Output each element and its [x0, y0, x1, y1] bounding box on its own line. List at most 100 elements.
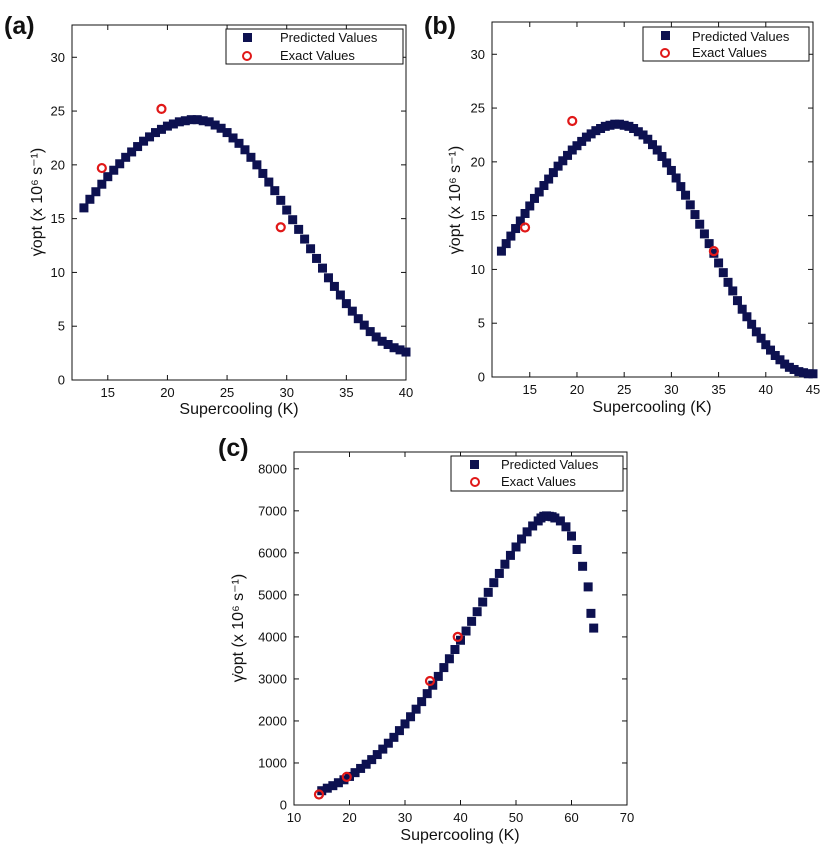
chart-marks-a	[79, 103, 411, 357]
predicted-point-b-25	[614, 119, 624, 129]
predicted-point-c-46	[555, 516, 565, 526]
predicted-point-a-16	[174, 117, 184, 127]
predicted-point-a-32	[270, 186, 280, 196]
x-tick-label-a-5: 40	[399, 385, 413, 400]
x-tick-label-c-4: 50	[509, 810, 523, 825]
predicted-point-c-38	[528, 521, 538, 531]
predicted-point-a-5	[109, 165, 119, 175]
predicted-point-c-30	[483, 587, 493, 597]
predicted-point-a-46	[353, 314, 363, 324]
predicted-point-c-53	[589, 623, 599, 633]
legend-circle-icon-b	[660, 48, 670, 58]
legend-label-predicted-a: Predicted Values	[280, 30, 378, 45]
exact-point-a-2	[275, 222, 286, 233]
x-tick-label-b-4: 35	[711, 382, 725, 397]
legend-c: Predicted Values Exact Values	[450, 455, 624, 492]
predicted-point-b-12	[553, 161, 563, 171]
predicted-point-b-58	[770, 350, 780, 360]
predicted-point-c-12	[383, 738, 393, 748]
predicted-point-b-17	[577, 136, 587, 146]
predicted-point-b-39	[681, 190, 691, 200]
legend-circle-icon-a	[242, 51, 252, 61]
x-tick-label-a-4: 35	[339, 385, 353, 400]
exact-point-c-0	[313, 789, 325, 800]
legend-square-icon-c	[470, 460, 479, 469]
legend-circle-icon-c	[470, 477, 480, 487]
y-tick-label-b-6: 30	[471, 47, 485, 62]
predicted-point-c-22	[439, 663, 449, 673]
predicted-point-c-7	[356, 763, 366, 773]
predicted-point-b-1	[501, 239, 511, 249]
predicted-point-a-40	[318, 263, 327, 273]
predicted-point-a-6	[115, 159, 125, 169]
predicted-point-c-21	[433, 671, 443, 681]
predicted-point-b-54	[751, 327, 761, 337]
x-axis-title-a: Supercooling (K)	[179, 401, 298, 418]
predicted-point-b-2	[506, 231, 516, 241]
predicted-point-b-66	[808, 369, 818, 379]
predicted-point-a-52	[389, 343, 399, 353]
predicted-point-b-36	[666, 165, 676, 175]
predicted-point-a-22	[210, 120, 220, 130]
predicted-point-b-8	[534, 187, 544, 197]
x-tick-label-c-6: 70	[620, 810, 634, 825]
predicted-point-a-25	[228, 133, 238, 143]
predicted-point-b-53	[747, 319, 757, 329]
predicted-point-b-35	[662, 158, 672, 168]
predicted-point-c-28	[472, 607, 482, 617]
exact-point-c-2	[424, 675, 436, 687]
predicted-point-b-60	[780, 359, 790, 369]
predicted-point-a-17	[180, 116, 190, 126]
predicted-point-a-53	[395, 345, 405, 355]
x-tick-label-b-3: 30	[664, 382, 678, 397]
x-tick-label-c-0: 10	[287, 810, 301, 825]
chart-marks-c	[313, 511, 599, 800]
predicted-point-c-15	[400, 719, 410, 729]
predicted-point-b-42	[695, 219, 705, 229]
chart-panel-c: (c) 10 20 30 40 50 60 70 0 1000 2000 3000 4000 5000 6…	[218, 434, 634, 844]
predicted-point-a-33	[276, 195, 286, 205]
exact-point-c-3	[452, 631, 463, 643]
predicted-point-a-50	[377, 336, 387, 346]
legend-square-icon-b	[661, 31, 670, 40]
legend-label-predicted-b: Predicted Values	[692, 29, 790, 44]
exact-point-b-2	[708, 246, 719, 257]
predicted-point-a-12	[151, 128, 160, 138]
predicted-point-b-49	[728, 286, 738, 296]
y-tick-label-a-4: 20	[51, 157, 65, 172]
y-axis-title-b: γ̇opt (x 10⁶ s⁻¹)	[447, 146, 464, 254]
exact-point-a-1	[156, 103, 167, 115]
predicted-point-c-1	[322, 783, 332, 793]
predicted-point-c-47	[561, 522, 571, 532]
predicted-point-c-31	[489, 578, 499, 588]
x-tick-label-c-5: 60	[564, 810, 578, 825]
y-tick-label-c-4: 4000	[258, 629, 287, 644]
predicted-point-a-19	[192, 115, 202, 125]
predicted-point-c-14	[394, 726, 404, 736]
predicted-point-c-52	[586, 608, 596, 618]
predicted-point-b-38	[676, 182, 686, 192]
predicted-point-a-27	[240, 145, 250, 155]
predicted-point-a-42	[329, 281, 339, 291]
predicted-point-a-38	[306, 244, 316, 254]
legend-label-exact-a: Exact Values	[280, 48, 355, 63]
exact-point-a-0	[96, 162, 107, 174]
predicted-point-a-45	[347, 306, 357, 316]
x-tick-label-a-3: 30	[279, 385, 293, 400]
x-axis-title-b: Supercooling (K)	[592, 399, 711, 416]
predicted-point-b-33	[652, 145, 662, 155]
legend-label-exact-c: Exact Values	[501, 474, 576, 489]
exact-point-b-1	[567, 115, 578, 127]
x-tick-label-a-2: 25	[220, 385, 234, 400]
predicted-point-c-51	[583, 582, 593, 592]
predicted-point-a-47	[359, 320, 369, 330]
x-tick-label-b-1: 20	[570, 382, 584, 397]
predicted-point-c-19	[422, 689, 432, 699]
predicted-point-a-11	[145, 132, 155, 142]
predicted-point-c-45	[550, 513, 560, 523]
x-tick-label-b-0: 15	[523, 382, 537, 397]
predicted-point-b-10	[544, 174, 554, 184]
predicted-point-a-30	[258, 168, 268, 178]
predicted-point-a-13	[156, 124, 166, 134]
exact-point-b-0	[519, 222, 531, 233]
